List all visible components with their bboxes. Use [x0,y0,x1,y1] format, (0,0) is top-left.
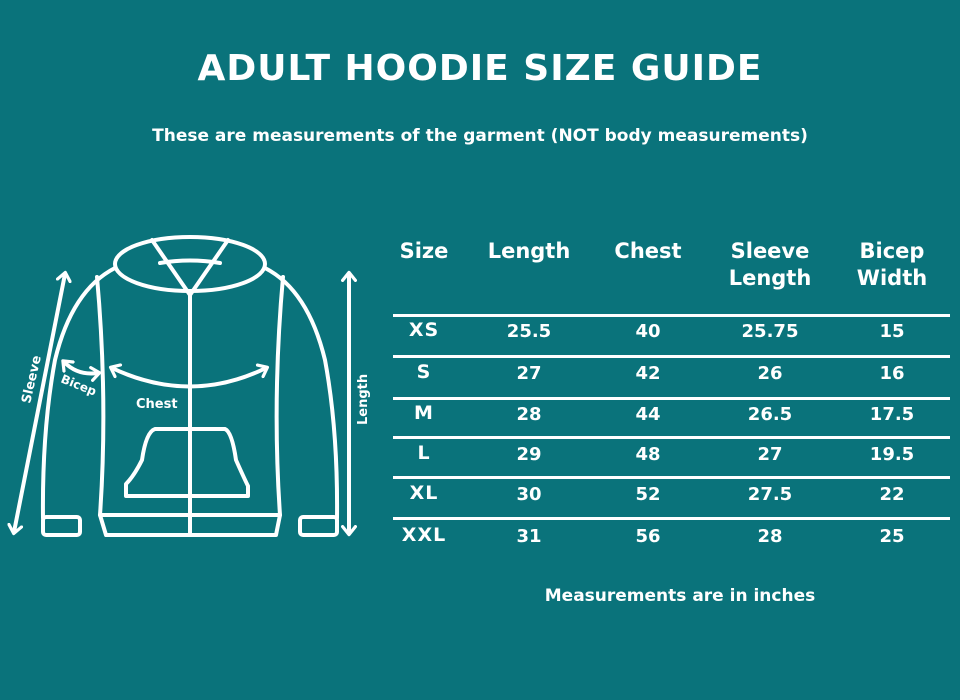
row-divider [393,517,950,520]
column-header-line: Length [728,266,812,290]
page-title: ADULT HOODIE SIZE GUIDE [197,48,763,89]
table-cell: 26 [757,363,783,384]
column-header-line: Bicep [859,239,925,263]
table-cell: 25.5 [506,321,552,342]
column-header-line: Size [399,239,449,263]
column-header: Length [488,238,571,265]
size-label: XL [409,482,439,504]
table-cell: 44 [635,404,661,425]
bicep-label: Bicep [59,372,99,399]
column-header-line: Chest [614,239,682,263]
table-cell: 25.75 [741,321,799,342]
units-note: Measurements are in inches [544,586,816,606]
table-cell: 17.5 [869,404,915,425]
table-cell: 26.5 [747,404,793,425]
table-cell: 42 [635,363,661,384]
table-cell: 15 [879,321,905,342]
table-cell: 31 [516,526,542,547]
hoodie-diagram: Sleeve Bicep Chest Length [7,235,371,537]
chest-arrow [108,363,270,389]
table-cell: 16 [879,363,905,384]
table-cell: 22 [879,484,905,505]
size-label: XXL [401,524,447,546]
table-cell: 19.5 [869,444,915,465]
column-header-line: Length [487,239,571,263]
table-cell: 52 [635,484,661,505]
row-divider [393,355,950,358]
bicep-arrow [61,359,102,382]
table-cell: 56 [635,526,661,547]
chest-label: Chest [136,397,178,412]
size-label: XS [408,319,440,341]
table-cell: 29 [516,444,542,465]
table-cell: 40 [635,321,661,342]
row-divider [393,476,950,479]
column-header: Size [400,238,449,265]
row-divider [393,436,950,439]
column-header: Sleeve Length [729,238,812,292]
table-cell: 27 [757,444,783,465]
table-cell: 30 [516,484,542,505]
subtitle: These are measurements of the garment (N… [152,126,808,146]
table-cell: 28 [757,526,783,547]
size-label: L [417,442,431,464]
column-header: Chest [614,238,681,265]
table-cell: 48 [635,444,661,465]
sleeve-arrow [7,270,72,536]
column-header: Bicep Width [857,238,927,292]
size-label: S [416,361,432,383]
table-cell: 28 [516,404,542,425]
size-label: M [414,402,434,424]
row-divider [393,314,950,317]
table-cell: 27 [516,363,542,384]
column-header-line: Sleeve [730,239,810,263]
row-divider [393,397,950,400]
table-cell: 25 [879,526,905,547]
length-label: Length [356,374,371,425]
column-header-line: Width [856,266,928,290]
table-cell: 27.5 [747,484,793,505]
